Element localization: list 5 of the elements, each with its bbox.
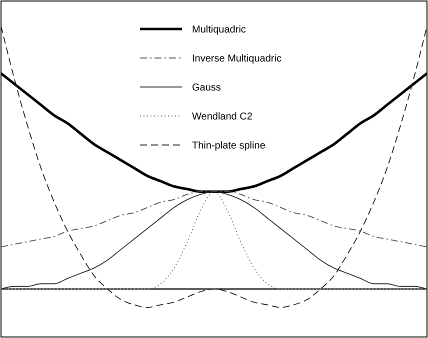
legend-label: Inverse Multiquadric bbox=[192, 54, 282, 64]
legend-label: Gauss bbox=[192, 82, 221, 94]
legend-label: Thin-plate spline bbox=[192, 140, 266, 152]
legend-label: Multiquadric bbox=[192, 24, 246, 36]
legend-label: Wendland C2 bbox=[192, 112, 253, 122]
